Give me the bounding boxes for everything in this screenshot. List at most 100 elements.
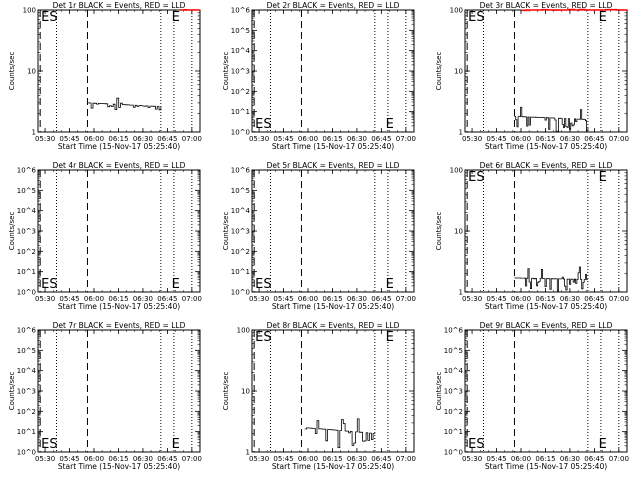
x-tick-label: 06:15 — [535, 295, 555, 303]
y-tick-label: 100 — [450, 167, 463, 175]
y-axis-label: Counts/sec — [222, 212, 230, 251]
x-tick-label: 06:00 — [511, 135, 531, 143]
x-tick-label: 06:45 — [157, 295, 177, 303]
x-tick-label: 05:45 — [273, 295, 293, 303]
x-axis-label: Start Time (15-Nov-17 05:25:40) — [485, 142, 607, 151]
panel-det-1: Det 1r BLACK = Events, RED = LLD Counts/s… — [8, 1, 202, 151]
x-tick-label: 05:45 — [59, 295, 79, 303]
x-tick-label: 06:00 — [511, 295, 531, 303]
y-axis-label: Counts/sec — [435, 212, 443, 251]
y-tick-label: 10^1 — [17, 268, 36, 276]
x-axis-label: Start Time (15-Nov-17 05:25:40) — [272, 142, 394, 151]
x-tick-label: 06:00 — [84, 135, 104, 143]
x-tick-label: 05:45 — [273, 135, 293, 143]
x-tick-label: 06:00 — [84, 455, 104, 463]
x-tick-label: 06:00 — [84, 295, 104, 303]
x-tick-label: 06:45 — [584, 135, 604, 143]
event-marker-es: ES — [468, 10, 484, 25]
x-tick-label: 06:30 — [560, 455, 580, 463]
event-marker-e: E — [172, 437, 180, 452]
y-tick-label: 10^5 — [444, 347, 463, 355]
y-tick-label: 10^5 — [17, 347, 36, 355]
x-tick-label: 05:30 — [35, 295, 55, 303]
y-tick-label: 10^1 — [444, 428, 463, 436]
x-tick-label: 05:30 — [249, 135, 269, 143]
y-tick-label: 10^6 — [231, 167, 251, 175]
x-tick-label: 06:30 — [347, 135, 367, 143]
x-tick-label: 06:30 — [133, 455, 153, 463]
y-axis-label: Counts/sec — [8, 372, 16, 411]
x-tick-label: 05:45 — [59, 135, 79, 143]
plot-frame — [464, 9, 628, 133]
event-marker-es: ES — [255, 330, 271, 345]
event-marker-e: E — [599, 170, 607, 185]
y-tick-label: 10^2 — [231, 248, 250, 256]
y-tick-label: 10^5 — [231, 187, 250, 195]
y-tick-label: 10^0 — [17, 289, 36, 297]
x-tick-label: 07:00 — [182, 295, 202, 303]
x-axis-label: Start Time (15-Nov-17 05:25:40) — [58, 142, 180, 151]
x-tick-label: 06:45 — [371, 295, 391, 303]
panel-title: Det 2r BLACK = Events, RED = LLD — [267, 1, 400, 10]
x-tick-label: 06:15 — [108, 455, 128, 463]
y-tick-label: 10^3 — [17, 388, 36, 396]
panel-title: Det 8r BLACK = Events, RED = LLD — [267, 321, 400, 330]
y-axis-label: Counts/sec — [8, 212, 16, 251]
y-tick-label: 10^2 — [231, 88, 250, 96]
x-tick-label: 05:45 — [273, 455, 293, 463]
x-tick-label: 05:30 — [462, 295, 482, 303]
x-axis-label: Start Time (15-Nov-17 05:25:40) — [58, 462, 180, 471]
y-tick-label: 10^4 — [17, 207, 37, 215]
x-tick-label: 06:30 — [133, 135, 153, 143]
y-tick-label: 10^4 — [17, 367, 37, 375]
x-tick-label: 05:30 — [35, 455, 55, 463]
y-tick-label: 10 — [454, 68, 463, 76]
x-tick-label: 05:30 — [462, 135, 482, 143]
event-marker-e: E — [386, 117, 394, 132]
x-tick-label: 06:00 — [298, 455, 318, 463]
y-tick-label: 10^3 — [231, 228, 250, 236]
event-marker-es: ES — [41, 10, 57, 25]
event-marker-es: ES — [255, 117, 271, 132]
panel-title: Det 1r BLACK = Events, RED = LLD — [53, 1, 186, 10]
x-tick-label: 05:30 — [35, 135, 55, 143]
x-tick-label: 06:45 — [371, 455, 391, 463]
y-axis-label: Counts/sec — [435, 372, 443, 411]
y-tick-label: 1 — [459, 129, 463, 137]
y-tick-label: 10^0 — [231, 289, 250, 297]
x-tick-label: 07:00 — [396, 135, 416, 143]
panel-title: Det 9r BLACK = Events, RED = LLD — [480, 321, 613, 330]
plot-frame — [251, 169, 415, 293]
y-tick-label: 10^3 — [231, 68, 250, 76]
panel-det-5: Det 5r BLACK = Events, RED = LLD Counts/s… — [222, 161, 416, 311]
y-tick-label: 10^4 — [444, 367, 464, 375]
series-lld — [521, 8, 627, 12]
plot-frame — [37, 169, 201, 293]
panel-det-8: Det 8r BLACK = Events, RED = LLD Counts/s… — [222, 321, 416, 471]
event-marker-es: ES — [255, 277, 271, 292]
y-axis-label: Counts/sec — [222, 52, 230, 91]
x-tick-label: 06:00 — [511, 455, 531, 463]
y-tick-label: 10^0 — [231, 129, 250, 137]
event-marker-e: E — [599, 10, 607, 25]
x-tick-label: 06:15 — [322, 135, 342, 143]
x-axis-label: Start Time (15-Nov-17 05:25:40) — [485, 302, 607, 311]
x-tick-label: 06:30 — [560, 295, 580, 303]
event-marker-e: E — [172, 10, 180, 25]
x-tick-label: 05:45 — [59, 455, 79, 463]
plot-frame — [251, 9, 415, 133]
y-tick-label: 10^1 — [231, 268, 250, 276]
x-tick-label: 06:45 — [584, 455, 604, 463]
y-tick-label: 10^4 — [231, 47, 251, 55]
y-tick-label: 10^3 — [444, 388, 463, 396]
plot-frame — [464, 329, 628, 453]
y-tick-label: 10 — [241, 388, 250, 396]
panel-det-3: Det 3r BLACK = Events, RED = LLD Counts/s… — [435, 1, 629, 151]
y-tick-label: 10^1 — [231, 108, 250, 116]
x-tick-label: 07:00 — [182, 455, 202, 463]
x-tick-label: 06:15 — [108, 295, 128, 303]
x-tick-label: 05:30 — [249, 455, 269, 463]
x-tick-label: 05:45 — [486, 295, 506, 303]
series-events — [514, 266, 588, 292]
